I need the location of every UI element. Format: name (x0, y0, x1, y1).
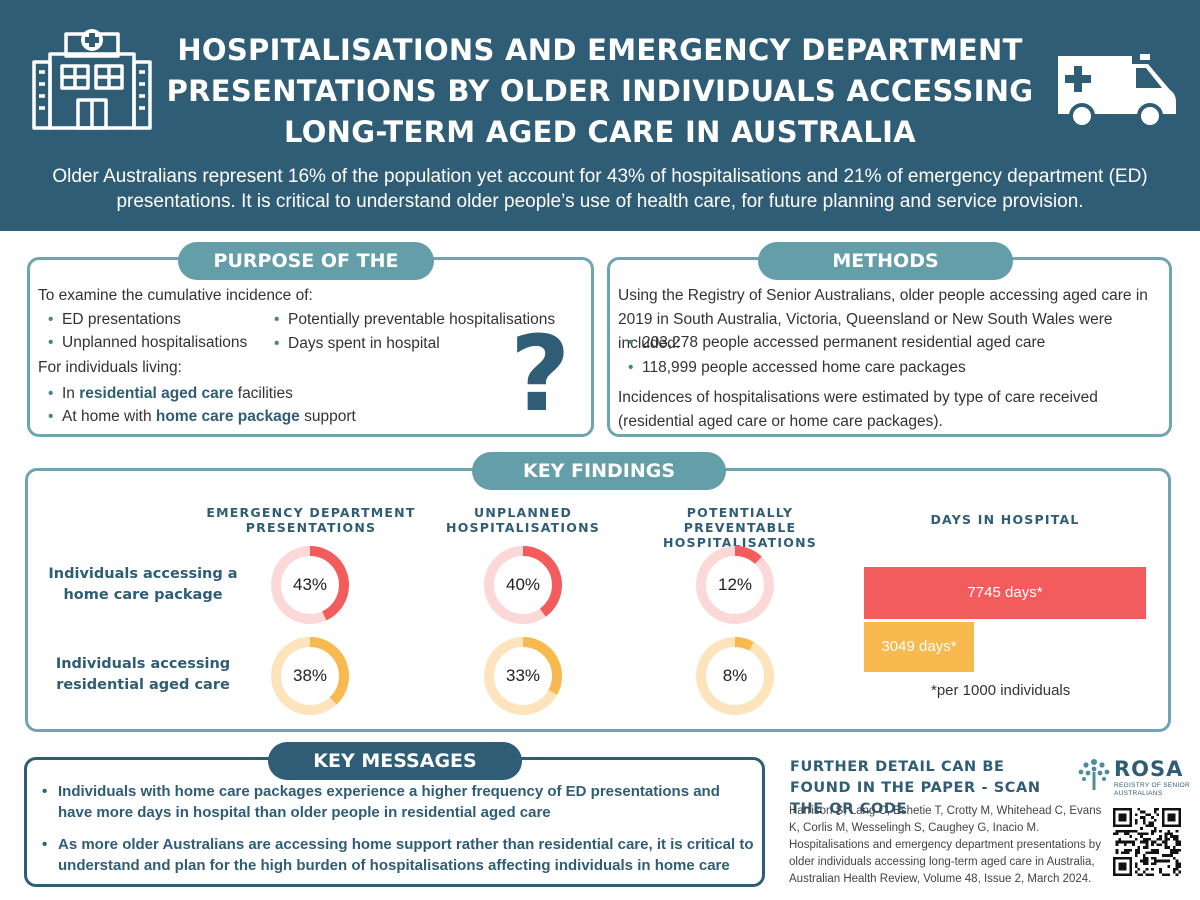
message-item: As more older Australians are accessing … (38, 834, 758, 876)
messages-heading: KEY MESSAGES (268, 742, 522, 780)
col-preventable: POTENTIALLY PREVENTABLE HOSPITALISATIONS (663, 505, 817, 550)
ambulance-icon (1058, 54, 1176, 129)
donut-home-unplanned (484, 546, 562, 624)
days-bar-home: 7745 days* (864, 567, 1146, 619)
donut-residential-ed (271, 637, 349, 715)
donut-home-ed (271, 546, 349, 624)
donut-residential-unplanned-value: 33% (505, 666, 541, 685)
page-title: HOSPITALISATIONS AND EMERGENCY DEPARTMEN… (166, 33, 1034, 149)
purpose-living-intro: For individuals living: (38, 359, 182, 376)
row-home-label: Individuals accessing a home care packag… (48, 566, 238, 603)
days-bar-residential: 3049 days* (864, 622, 974, 672)
rosa-logo-subtitle: REGISTRY OF SENIOR AUSTRALIANS (1114, 782, 1190, 797)
days-bar-residential-label: 3049 days* (881, 638, 957, 655)
hospital-building-icon (32, 29, 152, 130)
col-unplanned: UNPLANNED HOSPITALISATIONS (446, 505, 600, 535)
methods-item: 118,999 people accessed home care packag… (620, 356, 966, 380)
rosa-tree-icon (1078, 759, 1110, 790)
message-item: Individuals with home care packages expe… (38, 781, 758, 823)
donut-home-preventable (696, 546, 774, 624)
donut-home-unplanned-value: 40% (505, 575, 541, 594)
donut-residential-preventable-value: 8% (722, 666, 748, 685)
purpose-item: Days spent in hospital (266, 332, 440, 356)
purpose-living-home: At home with home care package support (40, 405, 356, 429)
intro-text: Older Australians represent 16% of the p… (52, 166, 1148, 212)
findings-heading: KEY FINDINGS (472, 452, 726, 490)
donut-arc (696, 637, 774, 715)
question-mark-icon: ? (510, 313, 571, 435)
donut-arc (271, 637, 349, 715)
donut-arc (484, 637, 562, 715)
living-suffix: facilities (233, 385, 293, 402)
col-ed: EMERGENCY DEPARTMENT PRESENTATIONS (206, 505, 416, 535)
living-emphasis: home care package (155, 408, 300, 425)
donut-home-preventable-value: 12% (717, 575, 753, 594)
row-residential-label: Individuals accessing residential aged c… (55, 656, 231, 693)
methods-outro: Incidences of hospitalisations were esti… (618, 389, 1098, 430)
qr-code-icon[interactable] (1113, 808, 1181, 876)
living-prefix: At home with (62, 408, 156, 425)
purpose-item: Unplanned hospitalisations (40, 331, 247, 355)
purpose-item: Potentially preventable hospitalisations (266, 308, 555, 332)
donut-residential-unplanned (484, 637, 562, 715)
further-heading: FURTHER DETAIL CAN BE FOUND IN THE PAPER… (790, 759, 1041, 817)
living-emphasis: residential aged care (79, 385, 234, 402)
purpose-living-residential: In residential aged care facilities (40, 382, 293, 406)
rosa-logo-name: ROSA (1114, 757, 1184, 781)
donut-residential-ed-value: 38% (292, 666, 328, 685)
living-prefix: In (62, 385, 80, 402)
days-footnote: *per 1000 individuals (931, 682, 1071, 699)
donut-residential-preventable (696, 637, 774, 715)
donut-home-ed-value: 43% (292, 575, 328, 594)
methods-heading: METHODS (758, 242, 1013, 280)
header-banner: HOSPITALISATIONS AND EMERGENCY DEPARTMEN… (0, 0, 1200, 231)
citation: Harrison S, Lang C, Eshetie T, Crotty M,… (789, 805, 1102, 885)
purpose-intro: To examine the cumulative incidence of: (38, 287, 313, 304)
donut-arc (271, 546, 349, 624)
days-bar-home-label: 7745 days* (967, 584, 1043, 601)
methods-item: 203,278 people accessed permanent reside… (620, 331, 1045, 355)
donut-arc (696, 546, 774, 624)
donut-arc (484, 546, 562, 624)
col-days: DAYS IN HOSPITAL (930, 512, 1080, 527)
purpose-heading: PURPOSE OF THE STUDY (178, 242, 434, 310)
living-suffix: support (299, 408, 356, 425)
purpose-item: ED presentations (40, 308, 181, 332)
